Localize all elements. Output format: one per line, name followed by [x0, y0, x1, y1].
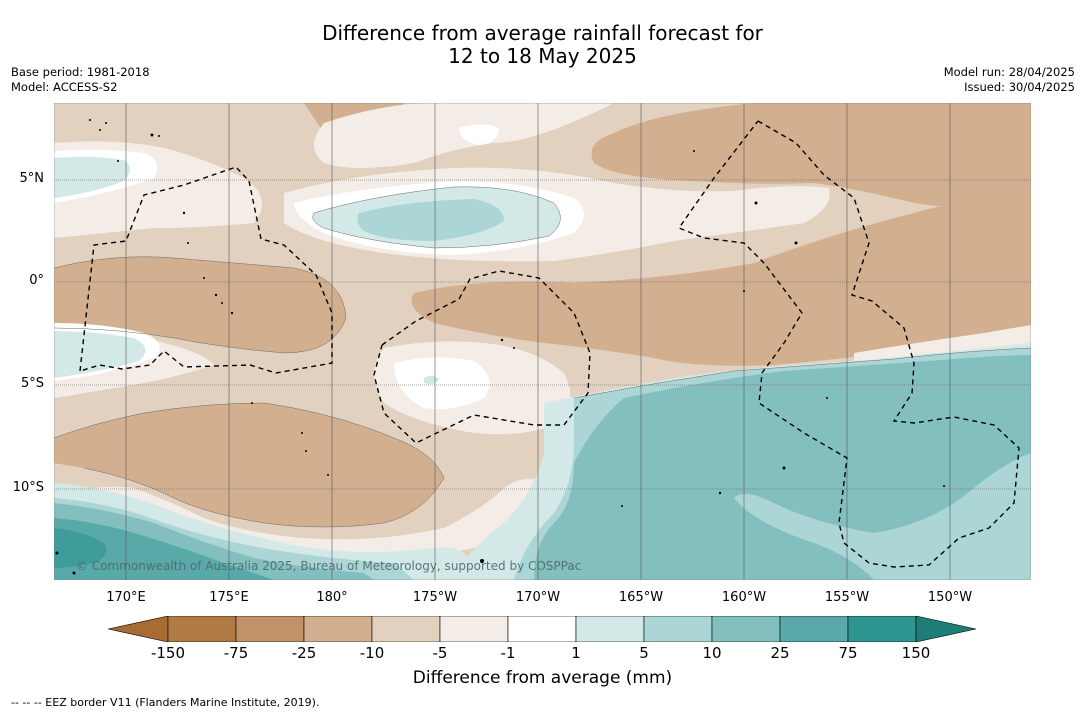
field-wet-10-25	[534, 355, 1031, 580]
colorbar-cell	[507, 616, 577, 642]
islands	[55, 119, 945, 575]
lon-label: 165°W	[618, 590, 664, 605]
colorbar-cell	[779, 616, 849, 642]
field-dry-10-25	[54, 403, 444, 527]
colorbar-tick-label: 150	[901, 644, 931, 662]
field-dry-1-5	[54, 479, 544, 560]
colorbar-cell	[847, 616, 917, 642]
field-dry-10-25	[54, 103, 404, 133]
lon-label: 175°W	[412, 590, 458, 605]
colorbar-tick-label: -150	[150, 644, 186, 662]
lon-label: 170°E	[106, 590, 146, 605]
contour-lines	[54, 186, 1031, 528]
colorbar-tick-label: -75	[223, 644, 249, 662]
colorbar-cell	[167, 616, 237, 642]
lat-label: 5°S	[20, 376, 44, 391]
lon-label: 170°W	[515, 590, 561, 605]
colorbar-cell	[711, 616, 781, 642]
issued-text: Issued: 30/04/2025	[964, 80, 1075, 94]
colorbar-extend-low	[108, 616, 169, 642]
field-dry-10-25	[54, 256, 346, 353]
model-run-text: Model run: 28/04/2025	[943, 65, 1075, 79]
colorbar-tick-label: -10	[359, 644, 385, 662]
eez-footnote: -- -- -- EEZ border V11 (Flanders Marine…	[11, 696, 320, 709]
lon-label: 160°W	[721, 590, 767, 605]
lon-label: 150°W	[927, 590, 973, 605]
field-wet-75-150	[54, 528, 107, 568]
lon-label: 180°	[316, 590, 348, 605]
colorbar-cell	[303, 616, 373, 642]
model-text: Model: ACCESS-S2	[11, 80, 118, 94]
colorbar-tick-label: 1	[571, 644, 581, 662]
colorbar-cell	[235, 616, 305, 642]
field-dry-10-25	[591, 103, 1031, 207]
lon-label: 175°E	[209, 590, 249, 605]
field-wet-1-5	[54, 156, 130, 198]
base-period-text: Base period: 1981-2018	[11, 65, 150, 79]
colorbar-title: Difference from average (mm)	[412, 668, 673, 688]
colorbar-cell	[575, 616, 645, 642]
colorbar-tick-label: 10	[702, 644, 722, 662]
field-dry-10-25	[411, 197, 1031, 366]
lat-label: 0°	[29, 273, 44, 288]
field-neutral	[394, 357, 490, 410]
colorbar-tick-label: -25	[291, 644, 317, 662]
graticule	[125, 103, 951, 580]
colorbar-cell	[371, 616, 441, 642]
field-wet-1-5	[54, 331, 146, 378]
colorbar-cell	[643, 616, 713, 642]
lat-label: 10°S	[12, 480, 44, 495]
map-title-line2: 12 to 18 May 2025	[448, 44, 637, 68]
colorbar-tick-label: 25	[770, 644, 790, 662]
colorbar-tick-label: 75	[838, 644, 858, 662]
field-wet-5-10	[357, 199, 504, 241]
eez-borders	[79, 120, 1020, 568]
field-wet-10-25	[953, 421, 1031, 468]
graticule-lat	[54, 179, 1031, 490]
copyright-note: © Commonwealth of Australia 2025, Bureau…	[76, 559, 582, 573]
colorbar-tick-label: 5	[639, 644, 649, 662]
colorbar-tick-label: -1	[500, 644, 516, 662]
colorbar	[108, 616, 977, 642]
lon-label: 155°W	[824, 590, 870, 605]
lat-label: 5°N	[19, 171, 45, 186]
map-title-line1: Difference from average rainfall forecas…	[322, 21, 763, 45]
colorbar-extend-high	[915, 616, 977, 642]
colorbar-tick-label: -5	[432, 644, 448, 662]
rainfall-anomaly-map	[54, 103, 1031, 580]
field-neutral	[459, 124, 499, 145]
field-wet-25-75	[54, 518, 274, 580]
colorbar-cell	[439, 616, 509, 642]
